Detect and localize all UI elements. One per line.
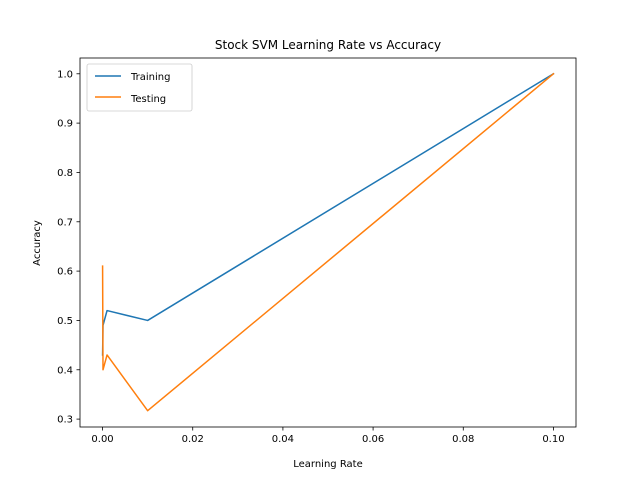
x-tick-label: 0.00 [91,434,113,445]
y-tick-label: 0.8 [57,168,73,179]
y-tick-label: 0.7 [57,217,73,228]
plot-frame [79,57,577,428]
x-tick-label: 0.08 [452,434,474,445]
x-tick-label: 0.06 [362,434,384,445]
x-tick-label: 0.04 [272,434,294,445]
y-tick-label: 0.9 [57,119,73,130]
y-axis-label: Accuracy [32,220,43,266]
series-layer [101,72,555,412]
y-tick-label: 0.3 [57,415,73,426]
legend-label-testing: Testing [130,94,166,105]
x-tick-label: 0.02 [182,434,204,445]
x-tick-label: 0.10 [542,434,564,445]
y-axis: 0.3 0.4 0.5 0.6 0.7 0.8 0.9 1.0 [57,69,80,426]
y-tick-label: 0.6 [57,267,73,278]
y-tick-label: 0.5 [57,316,73,327]
legend: Training Testing [86,63,193,112]
x-axis-label: Learning Rate [293,459,363,470]
chart-title: Stock SVM Learning Rate vs Accuracy [215,38,441,52]
legend-label-training: Training [130,72,170,83]
y-tick-label: 1.0 [57,69,73,80]
y-tick-label: 0.4 [57,365,73,376]
x-axis: 0.00 0.02 0.04 0.06 0.08 0.10 [91,427,565,445]
